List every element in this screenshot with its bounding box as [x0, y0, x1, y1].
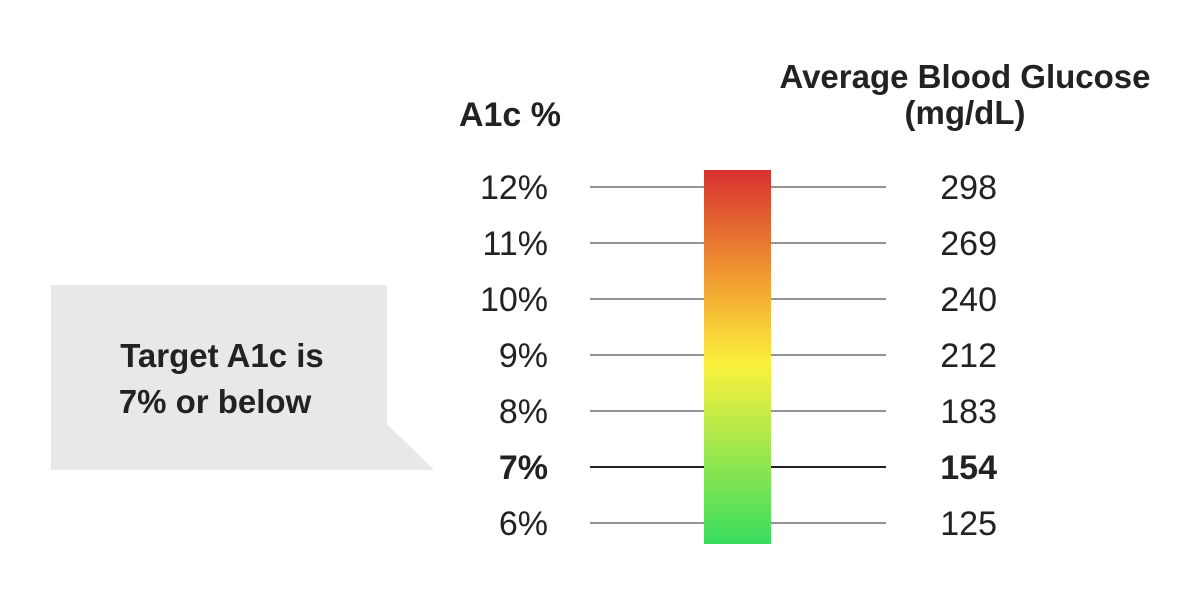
- a1c-value: 8%: [499, 393, 548, 431]
- glucose-value: 240: [940, 281, 997, 319]
- glucose-value: 125: [940, 505, 997, 543]
- glucose-value: 183: [940, 393, 997, 431]
- target-callout-line1: Target A1c is: [120, 337, 324, 374]
- target-callout-box: [51, 285, 434, 470]
- a1c-header: A1c %: [459, 96, 561, 134]
- glucose-value: 154: [940, 449, 997, 487]
- a1c-value: 12%: [480, 169, 548, 207]
- a1c-value: 7%: [499, 449, 548, 487]
- a1c-value: 11%: [482, 225, 548, 263]
- glucose-header-line1: Average Blood Glucose: [779, 58, 1150, 95]
- glucose-header-line2: (mg/dL): [905, 94, 1026, 131]
- target-callout-line2: 7% or below: [119, 383, 312, 420]
- a1c-value: 10%: [480, 281, 548, 319]
- a1c-value: 9%: [499, 337, 548, 375]
- gradient-bar: [704, 170, 771, 544]
- glucose-value: 298: [940, 169, 997, 207]
- glucose-value: 269: [940, 225, 997, 263]
- a1c-value: 6%: [499, 505, 548, 543]
- glucose-value: 212: [940, 337, 997, 375]
